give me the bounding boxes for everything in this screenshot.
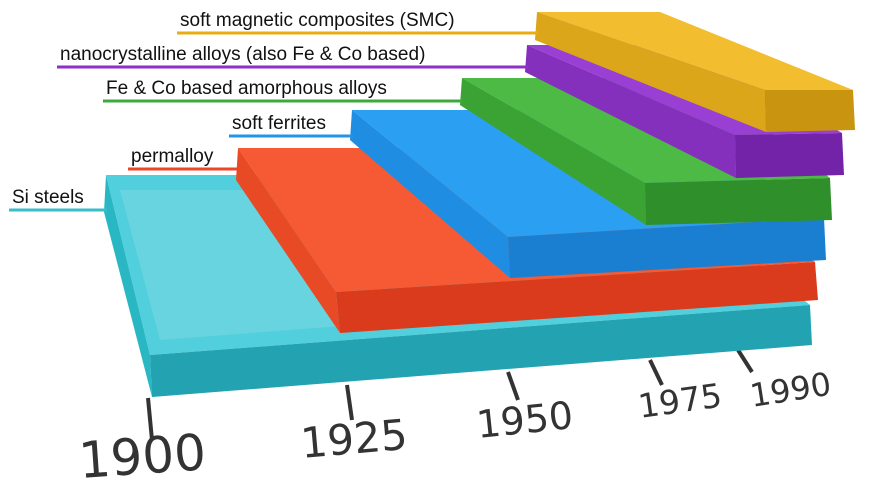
- layer-permalloy-side: [236, 148, 340, 333]
- tick-1925: [345, 384, 354, 421]
- label-nanocrystalline: nanocrystalline alloys (also Fe & Co bas…: [57, 44, 528, 69]
- layer-nanocrystalline-front: [735, 133, 844, 178]
- layer-smc-front: [765, 90, 855, 132]
- layer-permalloy-front: [336, 262, 818, 333]
- label-si-steels: Si steels: [9, 187, 107, 212]
- label-smc-text: soft magnetic composites (SMC): [180, 10, 455, 31]
- layer-si-steels-side: [104, 175, 152, 397]
- layer-smc-side: [535, 12, 766, 132]
- label-soft-ferrites: soft ferrites: [229, 113, 353, 138]
- label-amorphous-text: Fe & Co based amorphous alloys: [106, 78, 387, 99]
- label-soft-ferrites-text: soft ferrites: [232, 113, 326, 134]
- layer-nanocrystalline-side: [525, 45, 736, 178]
- label-nanocrystalline-text: nanocrystalline alloys (also Fe & Co bas…: [60, 44, 425, 65]
- year-label-1950: 1950: [474, 393, 575, 447]
- tick-1950: [506, 371, 520, 401]
- label-amorphous: Fe & Co based amorphous alloys: [103, 78, 463, 103]
- layer-amorphous-front: [645, 178, 832, 225]
- year-label-1900: 1900: [77, 423, 208, 487]
- layer-si-steels-front: [150, 305, 812, 397]
- year-label-1925: 1925: [299, 410, 410, 468]
- layer-soft-ferrites-side: [350, 110, 510, 278]
- tick-1975: [648, 359, 664, 386]
- layer-amorphous-side: [460, 78, 646, 225]
- year-label-1975: 1975: [636, 376, 725, 426]
- layer-smc: [535, 12, 855, 132]
- label-smc: soft magnetic composites (SMC): [177, 10, 538, 35]
- tick-1900: [146, 397, 154, 441]
- tick-1990: [736, 348, 754, 374]
- layer-smc-top: [537, 12, 853, 90]
- label-si-steels-text: Si steels: [12, 187, 84, 208]
- layer-soft-ferrites-front: [508, 218, 826, 278]
- axis-ticks: [146, 348, 754, 441]
- year-label-1990: 1990: [747, 365, 833, 415]
- label-permalloy: permalloy: [128, 146, 239, 171]
- label-permalloy-text: permalloy: [131, 146, 214, 167]
- year-labels: 1900 1925 1950 1975 1990: [77, 365, 834, 487]
